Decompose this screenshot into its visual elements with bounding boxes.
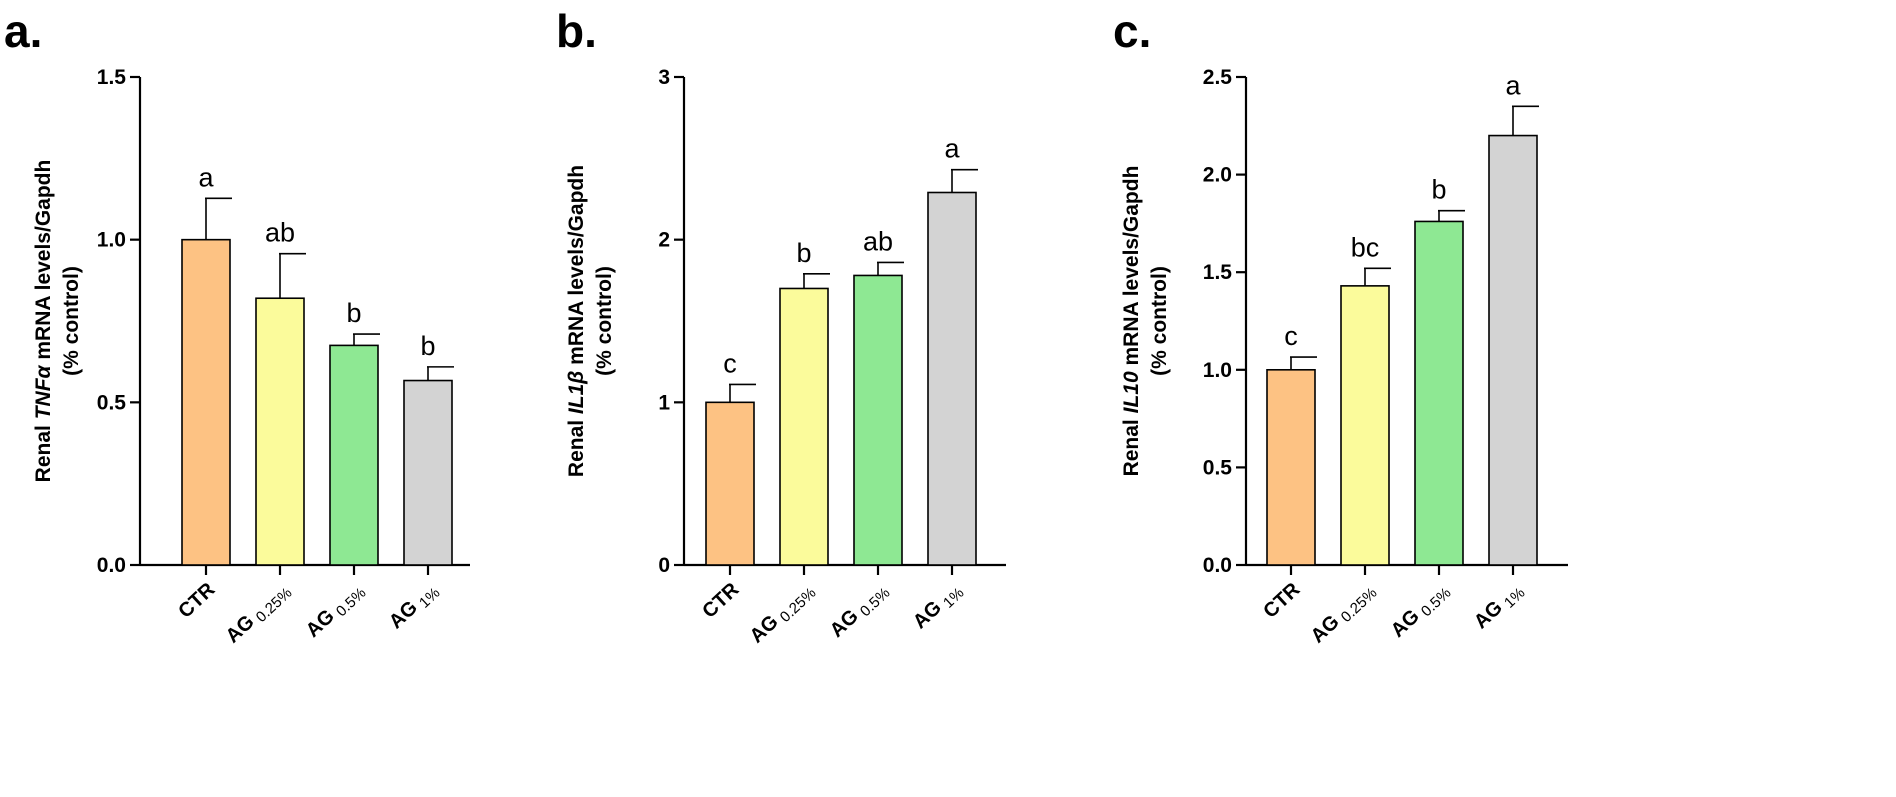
- significance-label: bc: [1351, 232, 1380, 262]
- y-tick-label: 1.5: [1203, 261, 1233, 284]
- y-axis-label-part: IL10: [1120, 371, 1143, 413]
- y-axis-label-line2: (% control): [593, 266, 616, 376]
- y-axis-label-line2: (% control): [60, 266, 83, 376]
- x-category-sub: 0.5%: [333, 584, 370, 620]
- bar: [1414, 220, 1464, 566]
- y-axis-label-part: mRNA levels/Gapdh: [565, 165, 588, 371]
- y-tick-label: 1.5: [97, 66, 127, 89]
- y-axis-label: Renal IL10 mRNA levels/Gapdh: [1120, 166, 1143, 477]
- x-category-main: AG: [826, 605, 863, 642]
- significance-label: ab: [265, 218, 295, 248]
- panel-letter: b.: [556, 5, 597, 57]
- x-category-main: CTR: [174, 578, 219, 623]
- x-category-main: AG: [1387, 605, 1424, 642]
- x-category-label: CTR: [1259, 578, 1304, 623]
- y-tick-label: 3: [658, 66, 670, 89]
- x-category-label: AG0.5%: [302, 579, 370, 644]
- y-axis-label-line2: (% control): [1148, 266, 1171, 376]
- x-category-main: CTR: [1259, 578, 1304, 623]
- y-axis-label-part: Renal: [1120, 413, 1143, 476]
- x-category-main: AG: [746, 611, 783, 648]
- chart-panel-2: b. 0 1 2 3 Renal IL1β mRNA levels/Gapdh (% con…: [556, 5, 1006, 650]
- x-category-sub: 0.5%: [857, 584, 894, 620]
- bar: [329, 344, 379, 566]
- bar: [1488, 134, 1538, 566]
- y-tick-label: 1.0: [1203, 359, 1232, 382]
- y-tick-label: 0.0: [97, 554, 126, 577]
- x-category-label: AG1%: [385, 579, 444, 636]
- x-category-label: CTR: [174, 578, 219, 623]
- significance-label: ab: [863, 226, 893, 256]
- x-category-sub: 1%: [940, 584, 967, 611]
- bar: [255, 297, 305, 566]
- significance-label: c: [1284, 321, 1298, 351]
- bar: [403, 379, 453, 566]
- significance-label: a: [944, 134, 960, 164]
- x-category-main: AG: [909, 597, 946, 634]
- y-tick-label: 0.5: [1203, 456, 1233, 479]
- y-tick-label: 2.5: [1203, 66, 1233, 89]
- significance-label: b: [346, 298, 361, 328]
- x-category-label: CTR: [698, 578, 743, 623]
- panel-letter: c.: [1113, 5, 1151, 57]
- x-category-main: CTR: [698, 578, 743, 623]
- y-axis-label: Renal IL1β mRNA levels/Gapdh: [565, 165, 588, 477]
- y-tick-label: 1: [658, 391, 670, 414]
- bar: [927, 191, 977, 566]
- x-category-main: AG: [222, 611, 259, 648]
- x-category-label: AG0.25%: [1307, 579, 1381, 650]
- y-axis-label-part: Renal: [32, 419, 55, 482]
- x-category-main: AG: [1307, 611, 1344, 648]
- significance-label: b: [420, 331, 435, 361]
- significance-label: b: [796, 238, 811, 268]
- bar: [1340, 285, 1390, 566]
- x-category-main: AG: [1470, 597, 1507, 634]
- x-category-label: AG0.25%: [746, 579, 820, 650]
- x-category-sub: 0.25%: [253, 584, 296, 625]
- y-axis-label-part: IL1β: [565, 371, 588, 414]
- y-tick-label: 1.0: [97, 229, 126, 252]
- significance-label: a: [1505, 70, 1521, 100]
- bar: [1266, 368, 1316, 566]
- y-axis-label-part: TNFα: [32, 364, 55, 419]
- y-tick-label: 2: [658, 229, 670, 252]
- y-tick-label: 0: [658, 554, 670, 577]
- bar: [705, 401, 755, 566]
- y-axis-label: Renal TNFα mRNA levels/Gapdh: [32, 160, 55, 483]
- y-tick-label: 0.5: [97, 391, 127, 414]
- x-category-label: AG0.5%: [826, 579, 894, 644]
- chart-panel-1: a. 0.0 0.5 1.0 1.5 Renal TNFα mRNA levels/Gap…: [4, 5, 470, 650]
- significance-label: c: [723, 348, 737, 378]
- bar: [853, 274, 903, 566]
- x-category-sub: 1%: [1501, 584, 1528, 611]
- significance-label: a: [198, 162, 214, 192]
- x-category-sub: 0.25%: [1338, 584, 1381, 625]
- x-category-label: AG0.5%: [1387, 579, 1455, 644]
- chart-panel-3: c. 0.0 0.5 1.0 1.5 2.0 2.5 Renal IL10 mRNA leve…: [1113, 5, 1568, 650]
- x-category-label: AG1%: [1470, 579, 1529, 636]
- x-category-main: AG: [385, 597, 422, 634]
- bar: [779, 287, 829, 566]
- bar: [181, 238, 231, 566]
- y-axis-label-part: mRNA levels/Gapdh: [1120, 166, 1143, 372]
- x-category-sub: 1%: [416, 584, 443, 611]
- y-axis-label-part: mRNA levels/Gapdh: [32, 160, 55, 366]
- y-axis-label-part: Renal: [565, 414, 588, 477]
- significance-label: b: [1431, 175, 1446, 205]
- y-tick-label: 0.0: [1203, 554, 1232, 577]
- panel-letter: a.: [4, 5, 42, 57]
- x-category-label: AG1%: [909, 579, 968, 636]
- y-tick-label: 2.0: [1203, 164, 1232, 187]
- x-category-sub: 0.25%: [777, 584, 820, 625]
- x-category-label: AG0.25%: [222, 579, 296, 650]
- x-category-main: AG: [302, 605, 339, 642]
- x-category-sub: 0.5%: [1418, 584, 1455, 620]
